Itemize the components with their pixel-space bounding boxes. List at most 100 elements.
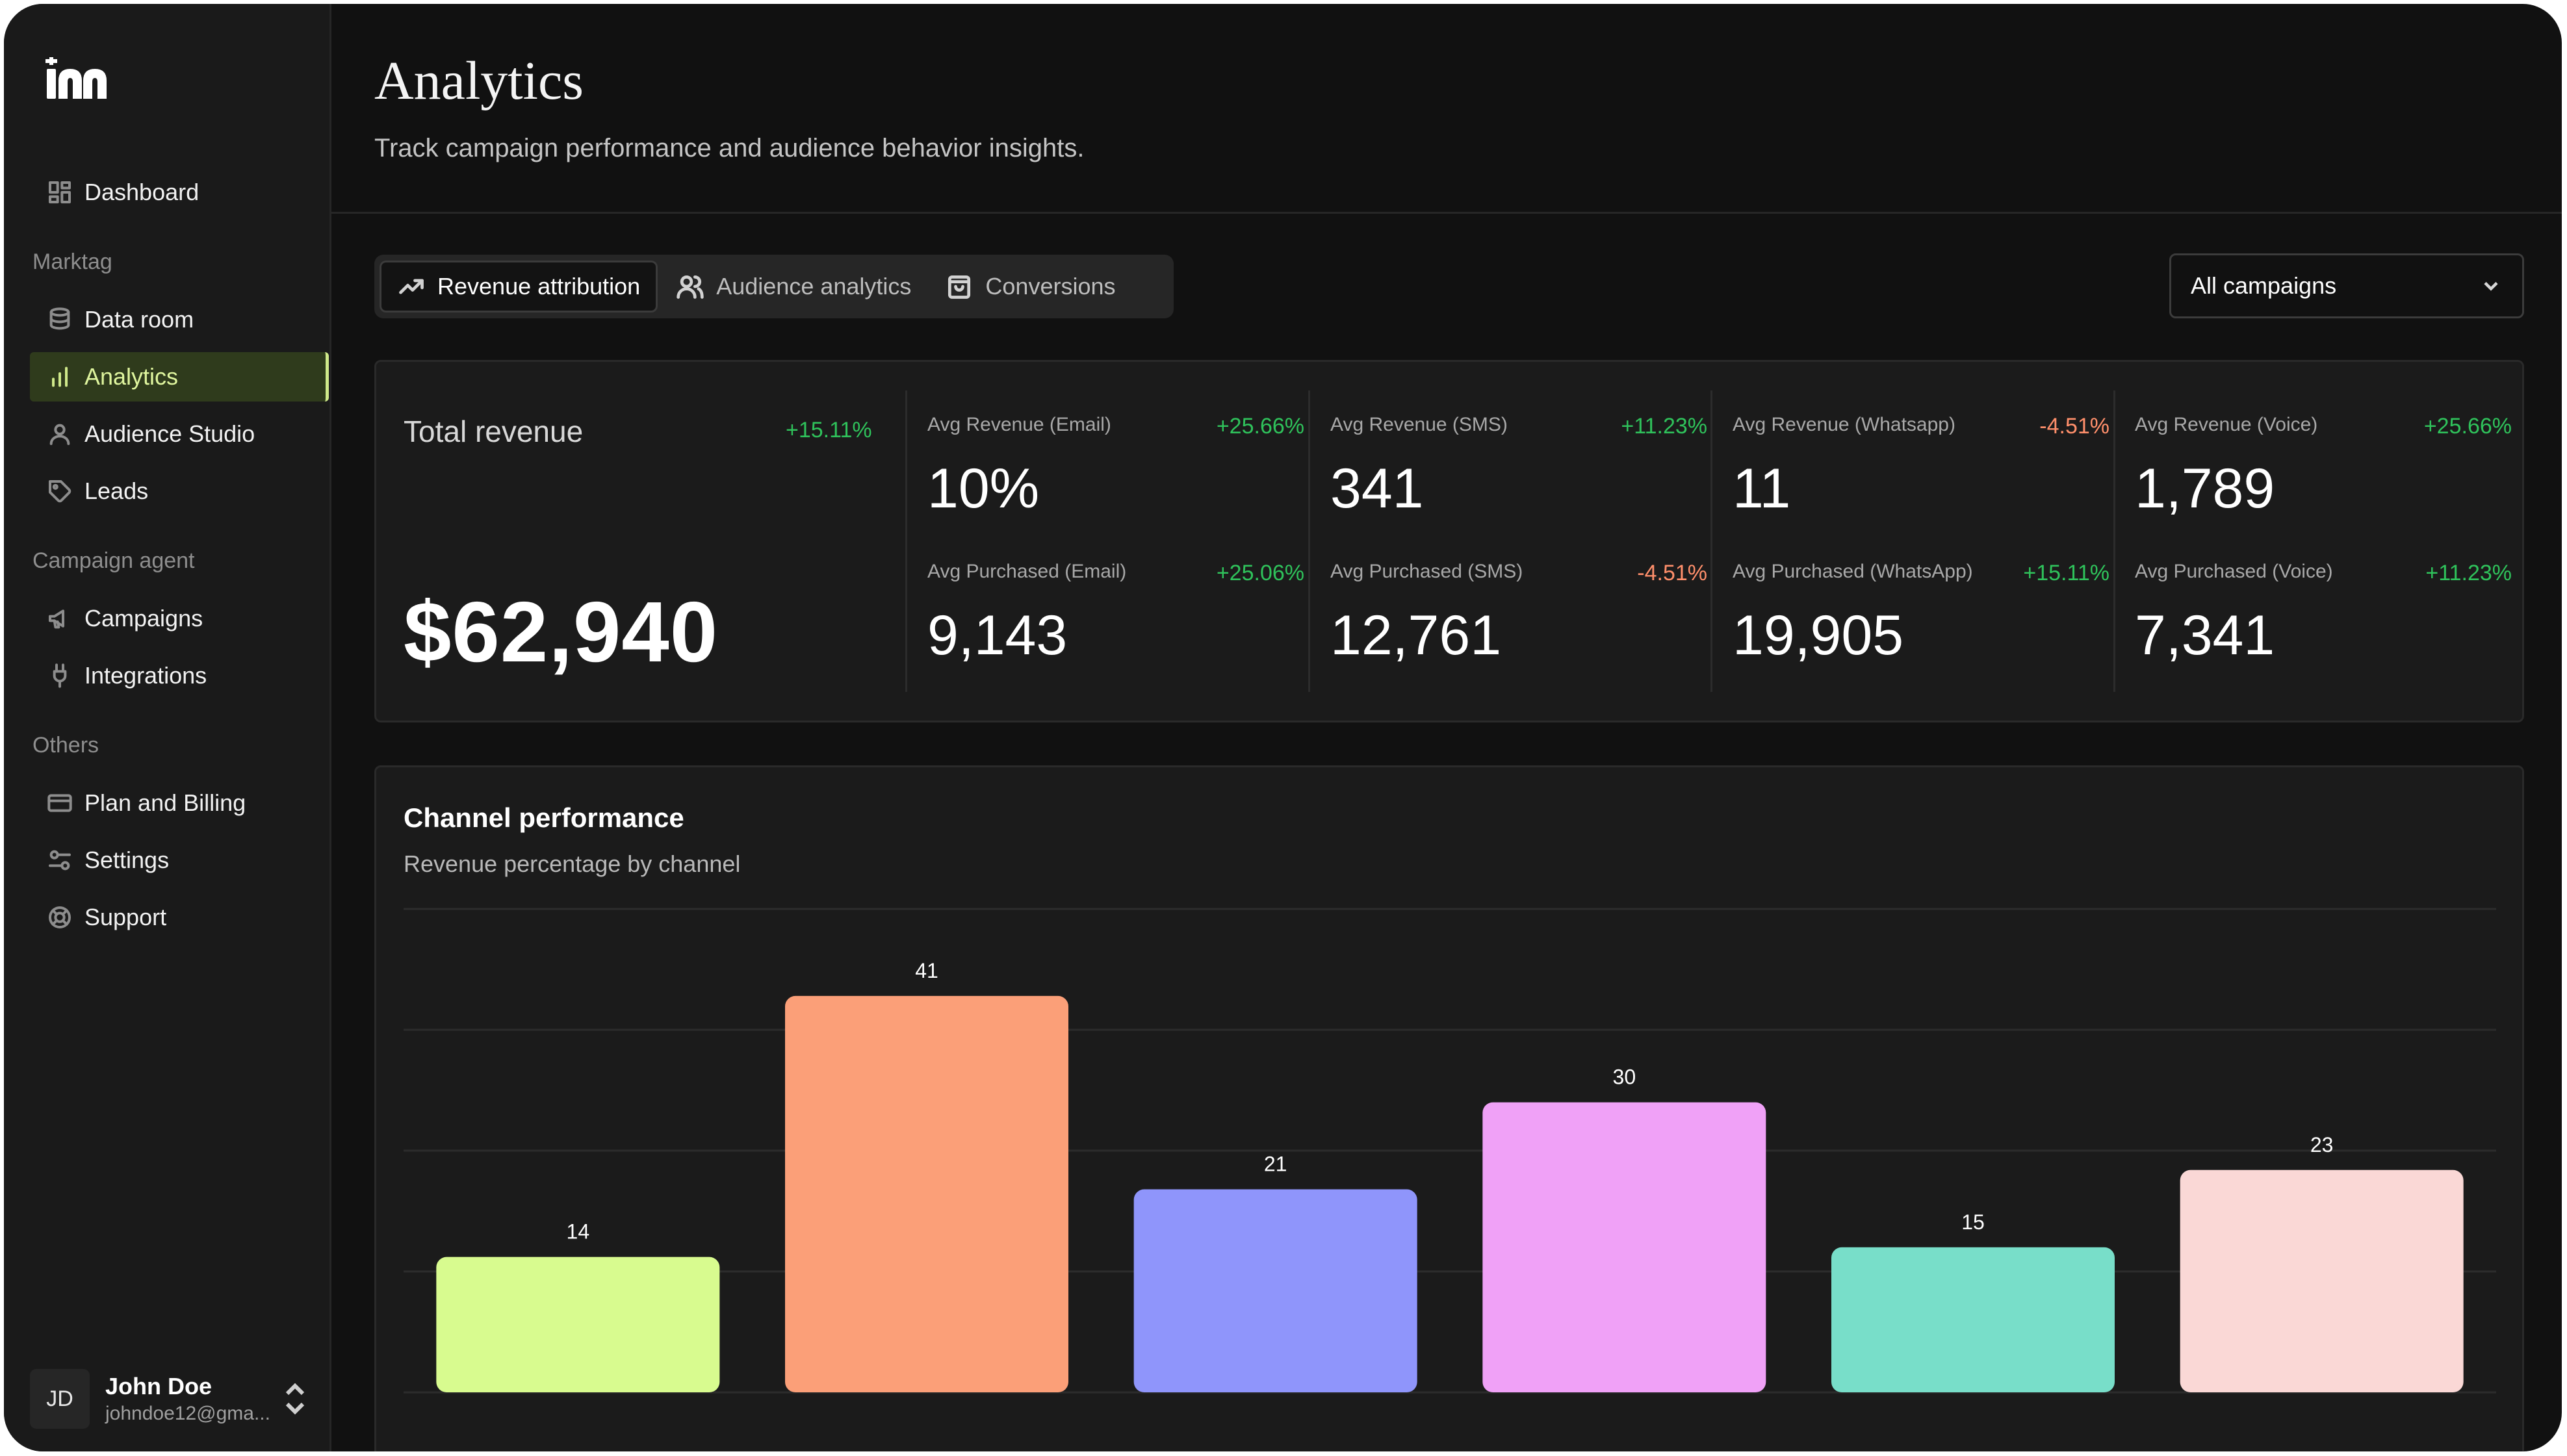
bar-chart-icon: [45, 363, 74, 391]
user-profile[interactable]: JD John Doe johndoe12@gma...: [30, 1363, 316, 1435]
user-icon: [45, 420, 74, 448]
metric-change: +11.23%: [1621, 414, 1707, 439]
sidebar-item-leads[interactable]: Leads: [30, 466, 329, 516]
bar[interactable]: [1482, 1102, 1766, 1392]
metric-change: +25.06%: [1216, 561, 1304, 585]
metric-label: Avg Revenue (Whatsapp): [1733, 414, 1955, 435]
sidebar-item-label: Support: [84, 904, 167, 930]
data-label: 30: [1613, 1066, 1636, 1089]
campaign-filter-value: All campaigns: [2191, 272, 2337, 299]
metric-label: Avg Purchased (Voice): [2135, 561, 2333, 582]
data-label: 23: [2310, 1133, 2334, 1156]
avatar: JD: [30, 1369, 90, 1429]
sidebar-item-label: Campaigns: [84, 605, 203, 632]
divider: [2113, 390, 2115, 692]
sidebar-item-data-room[interactable]: Data room: [30, 295, 329, 344]
metric-change: +11.23%: [2425, 561, 2512, 585]
lifebuoy-icon: [45, 903, 74, 932]
chevron-down-icon: [2484, 281, 2498, 291]
megaphone-icon: [45, 604, 74, 633]
bar[interactable]: [1133, 1189, 1417, 1392]
channel-performance-card: Channel performance Revenue percentage b…: [374, 765, 2524, 1451]
sidebar-item-analytics[interactable]: Analytics: [30, 352, 329, 402]
metric-avg-revenue-whatsapp: Avg Revenue (Whatsapp) -4.51% 11: [1733, 414, 2109, 557]
bar[interactable]: [785, 995, 1068, 1392]
metric-value: 19,905: [1733, 604, 1904, 667]
bar[interactable]: [1831, 1247, 2115, 1392]
metric-avg-purchased-email: Avg Purchased (Email) +25.06% 9,143: [927, 561, 1304, 704]
data-label: 21: [1264, 1153, 1287, 1176]
metric-avg-revenue-email: Avg Revenue (Email) +25.66% 10%: [927, 414, 1304, 557]
user-email: johndoe12@gma...: [105, 1403, 270, 1424]
section-label-others: Others: [32, 733, 99, 758]
tab-label: Audience analytics: [716, 273, 912, 300]
logo-icon[interactable]: [44, 55, 116, 101]
section-label-marktag: Marktag: [32, 249, 112, 274]
sidebar-item-support[interactable]: Support: [30, 893, 329, 942]
metric-change: +25.66%: [1216, 414, 1304, 439]
header-divider: [331, 212, 2562, 214]
sidebar-item-dashboard[interactable]: Dashboard: [30, 168, 329, 217]
database-icon: [45, 305, 74, 334]
bar[interactable]: [436, 1257, 720, 1392]
metric-avg-purchased-sms: Avg Purchased (SMS) -4.51% 12,761: [1330, 561, 1707, 704]
metric-change: +15.11%: [2023, 561, 2109, 585]
data-label: 15: [1961, 1210, 1985, 1234]
metric-value: 1,789: [2135, 457, 2275, 520]
metric-label: Avg Revenue (Voice): [2135, 414, 2318, 435]
tag-icon: [45, 477, 74, 505]
divider: [905, 390, 907, 692]
metrics-card: Total revenue +15.11% $62,940 Avg Revenu…: [374, 360, 2524, 722]
tab-label: Conversions: [985, 273, 1116, 300]
tab-revenue-attribution[interactable]: Revenue attribution: [380, 261, 658, 313]
sidebar-item-integrations[interactable]: Integrations: [30, 651, 329, 700]
data-label: 41: [915, 959, 938, 982]
shopping-bag-icon: [948, 275, 971, 299]
tab-audience-analytics[interactable]: Audience analytics: [660, 261, 927, 313]
metric-change: -4.51%: [1637, 561, 1707, 585]
chevron-up-down-icon[interactable]: [282, 1379, 308, 1418]
section-label-campaign-agent: Campaign agent: [32, 548, 195, 573]
data-label: 14: [567, 1220, 590, 1244]
sidebar-item-settings[interactable]: Settings: [30, 836, 329, 885]
campaign-filter-select[interactable]: All campaigns: [2169, 253, 2524, 318]
sidebar-item-label: Settings: [84, 847, 170, 873]
total-revenue-change: +15.11%: [786, 418, 872, 442]
sidebar-item-audience-studio[interactable]: Audience Studio: [30, 409, 329, 459]
metric-avg-purchased-whatsapp: Avg Purchased (WhatsApp) +15.11% 19,905: [1733, 561, 2109, 704]
sidebar-item-label: Dashboard: [84, 179, 200, 205]
bar[interactable]: [2180, 1169, 2464, 1392]
divider: [1308, 390, 1310, 692]
users-icon: [677, 275, 704, 299]
sliders-icon: [45, 846, 74, 875]
metric-value: 341: [1330, 457, 1424, 520]
metric-label: Avg Revenue (SMS): [1330, 414, 1508, 435]
dashboard-icon: [45, 178, 74, 207]
metric-label: Avg Purchased (Email): [927, 561, 1127, 582]
divider: [1710, 390, 1712, 692]
sidebar: Dashboard Marktag Data room Analytics Au…: [4, 4, 331, 1451]
user-name: John Doe: [105, 1373, 213, 1399]
chart-subtitle: Revenue percentage by channel: [404, 850, 741, 877]
metric-avg-revenue-sms: Avg Revenue (SMS) +11.23% 341: [1330, 414, 1707, 557]
sidebar-item-label: Audience Studio: [84, 420, 255, 447]
sidebar-item-label: Leads: [84, 478, 149, 504]
credit-card-icon: [45, 789, 74, 817]
sidebar-item-campaigns[interactable]: Campaigns: [30, 594, 329, 643]
page-title: Analytics: [374, 51, 584, 111]
metric-value: 9,143: [927, 604, 1068, 667]
app-window: Dashboard Marktag Data room Analytics Au…: [4, 4, 2562, 1451]
total-revenue-label: Total revenue: [404, 415, 584, 448]
metric-value: 7,341: [2135, 604, 2275, 667]
metric-label: Avg Purchased (WhatsApp): [1733, 561, 1973, 582]
metric-value: 12,761: [1330, 604, 1502, 667]
metric-label: Avg Purchased (SMS): [1330, 561, 1523, 582]
tab-bar: Revenue attribution Audience analytics C…: [374, 255, 1174, 318]
page-subtitle: Track campaign performance and audience …: [374, 134, 1085, 162]
tab-label: Revenue attribution: [437, 273, 641, 300]
metric-value: 10%: [927, 457, 1040, 520]
chart-title: Channel performance: [404, 802, 684, 833]
trending-up-icon: [399, 279, 424, 294]
sidebar-item-plan-and-billing[interactable]: Plan and Billing: [30, 778, 329, 828]
tab-conversions[interactable]: Conversions: [929, 261, 1131, 313]
